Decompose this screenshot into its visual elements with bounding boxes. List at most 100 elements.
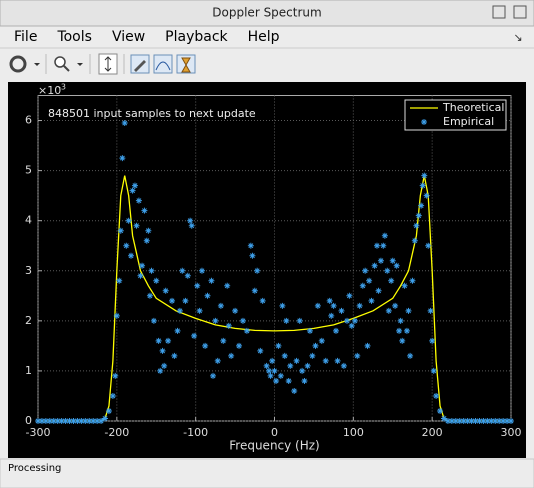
- empirical-point: [102, 415, 109, 422]
- empirical-point: [328, 312, 335, 319]
- empirical-point: [423, 192, 430, 199]
- menu-bar: File Tools View Playback Help: [14, 29, 280, 45]
- pen: [134, 60, 146, 72]
- x-tick-label: -300: [26, 426, 51, 439]
- empirical-point: [191, 332, 198, 339]
- dock-arrow[interactable]: ↘: [513, 31, 522, 44]
- empirical-point: [301, 377, 308, 384]
- menu-item[interactable]: File: [14, 29, 37, 45]
- empirical-point: [340, 362, 347, 369]
- empirical-point: [94, 418, 101, 424]
- empirical-point: [430, 367, 437, 374]
- y-tick-label: 5: [25, 164, 32, 177]
- empirical-point: [456, 418, 463, 424]
- empirical-point: [380, 242, 387, 249]
- empirical-point: [243, 327, 250, 334]
- y-tick-label: 0: [25, 414, 32, 427]
- empirical-point: [411, 237, 418, 244]
- menu-item[interactable]: Tools: [56, 29, 92, 45]
- empirical-point: [263, 362, 270, 369]
- annotation: 848501 input samples to next update: [48, 107, 256, 120]
- empirical-point: [135, 197, 142, 204]
- empirical-point: [212, 317, 219, 324]
- empirical-point: [155, 337, 162, 344]
- empirical-point: [70, 418, 77, 424]
- settings-icon[interactable]: [9, 55, 27, 73]
- empirical-point: [139, 262, 146, 269]
- empirical-point: [179, 267, 186, 274]
- empirical-point: [388, 277, 395, 284]
- empirical-point: [476, 418, 483, 424]
- empirical-point: [415, 212, 422, 219]
- y-multiplier-power: -3: [58, 83, 66, 92]
- empirical-point: [217, 302, 224, 309]
- empirical-point: [399, 337, 406, 344]
- close-button[interactable]: [513, 5, 527, 19]
- empirical-point: [419, 182, 426, 189]
- empirical-point: [123, 242, 130, 249]
- empirical-point: [304, 362, 311, 369]
- empirical-point: [143, 237, 150, 244]
- empirical-point: [137, 272, 144, 279]
- empirical-point: [194, 282, 201, 289]
- empirical-point: [184, 272, 191, 279]
- empirical-point: [283, 317, 290, 324]
- empirical-point: [182, 297, 189, 304]
- y-tick-label: 1: [25, 364, 32, 377]
- peak-finder-icon[interactable]: [153, 54, 173, 74]
- dropdown-icon[interactable]: [34, 63, 40, 66]
- empirical-point: [427, 307, 434, 314]
- maximize-button[interactable]: [492, 5, 506, 19]
- empirical-point: [119, 155, 126, 162]
- dropdown-icon[interactable]: [77, 63, 83, 66]
- toolbar: [9, 53, 196, 75]
- zoom-icon[interactable]: [54, 56, 66, 68]
- empirical-point: [159, 347, 166, 354]
- empirical-point: [90, 418, 97, 424]
- empirical-point: [210, 372, 217, 379]
- empirical-point: [275, 342, 282, 349]
- empirical-point: [54, 418, 61, 424]
- empirical-point: [165, 337, 172, 344]
- empirical-point: [448, 418, 455, 424]
- menu-item[interactable]: View: [112, 29, 145, 45]
- empirical-point: [433, 392, 440, 399]
- x-tick-label: 100: [343, 426, 364, 439]
- empirical-point: [318, 337, 325, 344]
- empirical-point: [146, 292, 153, 299]
- x-axis-label: Frequency (Hz): [229, 439, 320, 453]
- menu-item[interactable]: Help: [248, 29, 280, 45]
- empirical-point: [105, 407, 112, 414]
- empirical-point: [389, 257, 396, 264]
- empirical-point: [269, 357, 276, 364]
- empirical-point: [198, 267, 205, 274]
- empirical-point: [381, 232, 388, 239]
- empirical-point: [271, 367, 278, 374]
- empirical-point: [273, 377, 280, 384]
- empirical-point: [116, 277, 123, 284]
- legend-box: [404, 99, 507, 131]
- empirical-point: [322, 357, 329, 364]
- empirical-point: [366, 277, 373, 284]
- empirical-point: [496, 418, 503, 424]
- hourglass: [181, 57, 191, 73]
- x-tick-label: 0: [271, 426, 278, 439]
- empirical-point: [265, 367, 272, 374]
- empirical-point: [267, 372, 274, 379]
- empirical-point: [133, 222, 140, 229]
- empirical-point: [396, 327, 403, 334]
- empirical-point: [202, 342, 209, 349]
- empirical-point: [338, 307, 345, 314]
- menu-item[interactable]: Playback: [165, 29, 228, 45]
- empirical-point: [157, 367, 164, 374]
- empirical-point: [239, 317, 246, 324]
- empirical-point: [128, 252, 135, 259]
- empirical-point: [444, 418, 451, 424]
- empirical-point: [162, 287, 169, 294]
- empirical-point: [373, 242, 380, 249]
- empirical-point: [409, 277, 416, 284]
- empirical-point: [492, 418, 499, 424]
- empirical-point: [429, 337, 436, 344]
